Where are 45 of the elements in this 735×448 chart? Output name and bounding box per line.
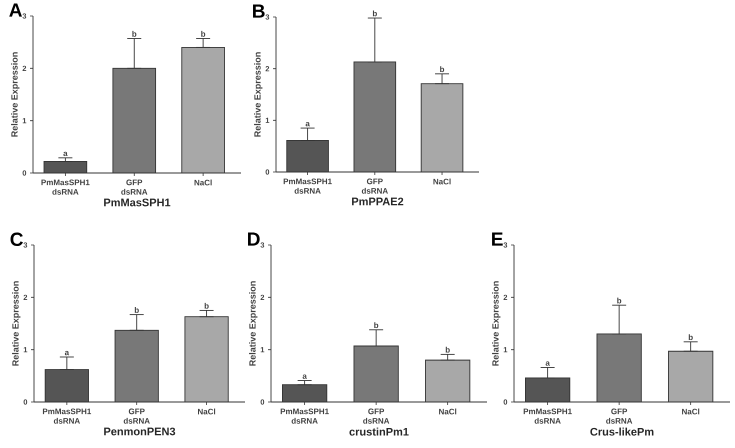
annotation: a — [302, 374, 307, 379]
y-axis-title: Relative Expression — [249, 281, 258, 366]
x-tick-label: GFP dsRNA — [363, 408, 390, 424]
x-tick-label: NaCl — [682, 408, 700, 414]
annotation: b — [374, 322, 378, 328]
x-tick-label: PmMasSPH1 dsRNA — [284, 178, 332, 194]
x-tick-label: NaCl — [433, 178, 451, 184]
chart-title: E — [492, 232, 503, 246]
x-axis-title: Crus-likePm — [590, 428, 654, 436]
y-axis-title: Relative Expression — [492, 281, 500, 366]
y-axis-title: Relative Expression — [11, 52, 20, 137]
x-tick-label: GFP dsRNA — [606, 408, 632, 424]
annotation: a — [63, 152, 68, 156]
chart-title: C — [10, 232, 23, 246]
annotation: b — [440, 66, 444, 72]
annotation: b — [372, 10, 377, 16]
annotation: b — [446, 346, 450, 353]
x-tick-label: NaCl — [198, 408, 216, 414]
x-axis-title: PenmonPEN3 — [104, 428, 176, 436]
annotation: a — [64, 350, 70, 356]
y-axis-title: Relative Expression — [12, 281, 20, 366]
annotation: b — [134, 307, 139, 313]
chart-title: A — [9, 4, 22, 17]
x-tick-label: GFP dsRNA — [121, 180, 148, 195]
chart-title: D — [248, 232, 260, 246]
annotation: a — [546, 361, 550, 366]
annotation: a — [306, 122, 310, 126]
x-tick-label: NaCl — [194, 180, 212, 186]
y-axis-title: Relative Expression — [254, 52, 262, 137]
annotation: b — [204, 302, 209, 309]
x-tick-label: PmMasSPH1 dsRNA — [524, 408, 572, 424]
x-tick-label: GFP dsRNA — [124, 408, 150, 424]
annotation: b — [201, 30, 206, 37]
annotation: b — [688, 334, 693, 340]
x-tick-label: PmMasSPH1 dsRNA — [42, 408, 92, 424]
chart-title: B — [253, 4, 265, 18]
annotation: b — [617, 298, 622, 304]
annotation: b — [132, 30, 136, 37]
x-tick-label: PmMasSPH1 dsRNA — [280, 408, 329, 424]
x-axis-title: crustinPm1 — [349, 428, 409, 436]
x-tick-label: NaCl — [439, 408, 456, 414]
x-axis-title: PmMasSPH1 — [104, 198, 170, 206]
x-axis-title: PmPPAE2 — [352, 198, 404, 206]
x-tick-label: GFP dsRNA — [362, 178, 388, 194]
x-tick-label: PmMasSPH1 dsRNA — [41, 180, 90, 195]
